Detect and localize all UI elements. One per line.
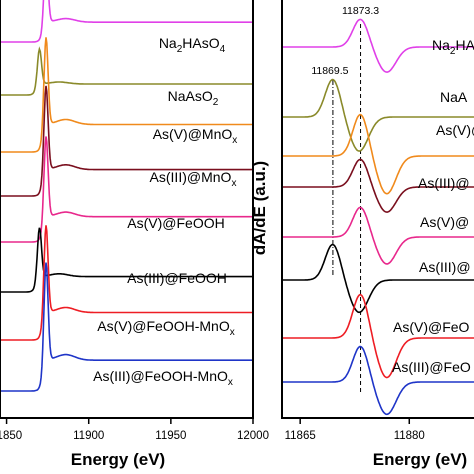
derivative-curve bbox=[282, 113, 474, 195]
left-plot-frame bbox=[0, 0, 254, 419]
x-tick-label: 12000 bbox=[237, 430, 269, 442]
x-tick-label: 11850 bbox=[0, 430, 22, 442]
sample-label: As(V)@ bbox=[420, 214, 469, 230]
xanes-panel: Na2HAsO4 NaAsO2 As(V)@MnOx As(III)@MnOx As(V… bbox=[0, 0, 269, 469]
sample-label: As(V)@FeOOH bbox=[127, 215, 224, 231]
sample-label: As(III)@ bbox=[418, 175, 470, 191]
derivative-curve bbox=[282, 206, 474, 265]
x-tick-label: 11865 bbox=[285, 430, 316, 442]
sample-label: As(III)@FeOOH bbox=[127, 270, 227, 286]
sample-label: As(V)@FeO bbox=[393, 319, 470, 335]
derivative-curve bbox=[282, 345, 474, 416]
right-y-axis-title: dA/dE (a.u.) bbox=[250, 161, 269, 255]
sample-label: As(V)@MnOx bbox=[153, 126, 238, 146]
derivative-curve bbox=[282, 18, 474, 73]
sample-label: As(III)@MnOx bbox=[150, 169, 237, 189]
xanes-curve bbox=[0, 225, 253, 341]
sample-label: Na2HA bbox=[432, 37, 474, 57]
xanes-curve bbox=[0, 262, 253, 392]
sample-label: As(III)@FeO bbox=[392, 359, 471, 375]
xanes-curve bbox=[0, 85, 253, 197]
sample-label: NaAsO2 bbox=[168, 88, 219, 108]
reference-line-label: 11869.5 bbox=[311, 65, 348, 77]
derivative-panel: 11869.5 11873.3 Na2HA NaA As(V)@ As(III)@ As(… bbox=[250, 0, 474, 469]
sample-label: As(III)@FeOOH-MnOx bbox=[93, 368, 233, 388]
x-tick-label: 11880 bbox=[394, 430, 425, 442]
xanes-curve bbox=[0, 37, 253, 153]
derivative-curve bbox=[282, 158, 474, 213]
sample-label: NaA bbox=[440, 89, 468, 105]
x-tick-label: 11900 bbox=[73, 430, 104, 442]
sample-label: As(V)@FeOOH-MnOx bbox=[97, 318, 234, 338]
xanes-curve bbox=[0, 46, 253, 96]
sample-label: As(V)@ bbox=[436, 122, 474, 138]
x-tick-label: 11950 bbox=[155, 430, 186, 442]
reference-line-label: 11873.3 bbox=[342, 5, 379, 17]
xanes-curve bbox=[0, 0, 253, 43]
xanes-curve bbox=[0, 227, 253, 293]
right-x-axis-title: Energy (eV) bbox=[373, 450, 467, 469]
derivative-curve bbox=[282, 293, 474, 379]
xanes-curve bbox=[0, 136, 253, 243]
derivative-curve bbox=[282, 78, 474, 152]
right-plot-frame bbox=[281, 0, 474, 419]
derivative-curve bbox=[282, 243, 474, 314]
left-x-axis-title: Energy (eV) bbox=[71, 450, 165, 469]
sample-label: As(III)@ bbox=[419, 259, 471, 275]
sample-label: Na2HAsO4 bbox=[159, 35, 226, 55]
